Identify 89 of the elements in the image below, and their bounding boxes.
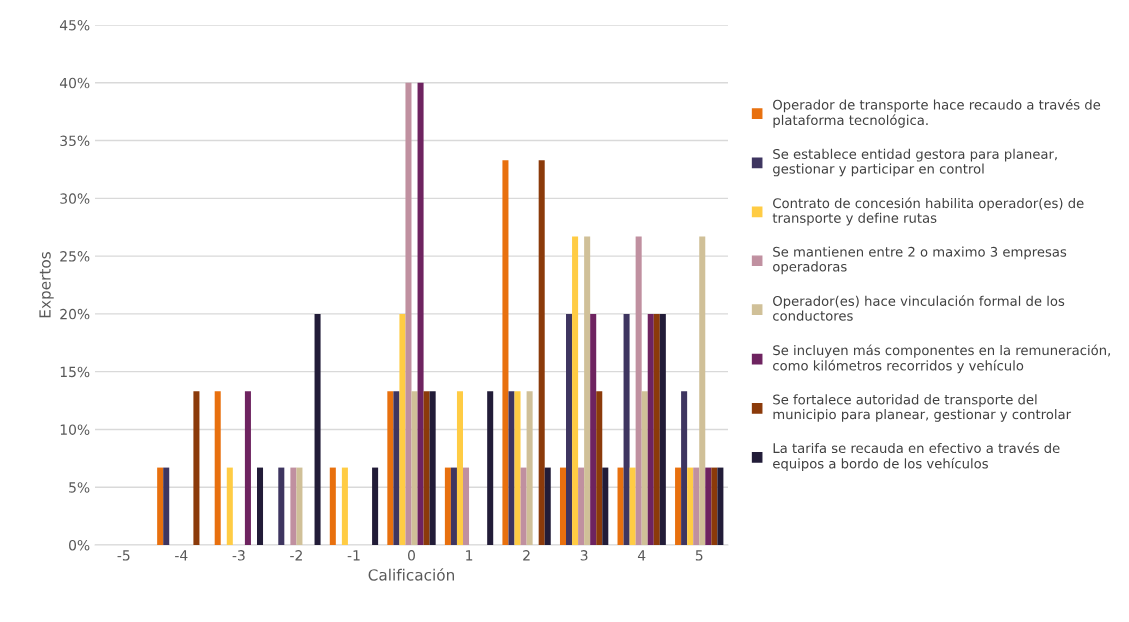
- x-tick-label: -5: [117, 550, 130, 561]
- y-tick-label: 30%: [60, 193, 90, 204]
- y-axis-title: Expertos: [39, 252, 54, 318]
- bar: [538, 160, 545, 545]
- bar: [572, 236, 579, 545]
- bar: [578, 467, 585, 545]
- bar: [411, 391, 418, 545]
- bar: [341, 467, 348, 545]
- bar: [329, 467, 336, 545]
- bar: [711, 467, 718, 545]
- bar: [296, 467, 303, 545]
- x-tick-label: 4: [637, 550, 646, 561]
- x-tick-label: 5: [695, 550, 703, 561]
- bar: [393, 391, 400, 545]
- y-tick-label: 15%: [60, 366, 90, 378]
- bar: [256, 467, 264, 545]
- bar: [244, 391, 251, 545]
- legend-label: Operador de transporte hace recaudo a través de plataforma tecnológica.: [773, 98, 1101, 128]
- bar: [641, 391, 648, 545]
- legend-label: Se mantienen entre 2 o maximo 3 empresas operadoras: [773, 246, 1067, 275]
- bar: [635, 236, 642, 545]
- bar: [514, 391, 521, 545]
- bar: [693, 467, 700, 545]
- y-tick-label: 20%: [60, 308, 90, 320]
- x-tick-label: -3: [232, 550, 245, 561]
- y-tick-label: 0%: [69, 539, 90, 551]
- bar: [429, 391, 436, 545]
- bar: [278, 467, 285, 545]
- x-tick-label: 2: [523, 550, 530, 561]
- legend-label: Operador(es) hace vinculación formal de los conductores: [773, 295, 1065, 321]
- bar: [617, 467, 624, 545]
- bar: [463, 467, 470, 545]
- legend-label: Se fortalece autoridad de transporte del municipio para planear, gestionar y controlar: [773, 394, 1072, 422]
- bar: [314, 313, 321, 545]
- bar: [399, 313, 406, 545]
- bar: [502, 160, 509, 545]
- bar: [687, 467, 694, 545]
- bar: [163, 467, 170, 545]
- y-tick-label: 45%: [59, 19, 90, 31]
- legend-label: Contrato de concesión habilita operador(es) de transporte y define rutas: [772, 197, 1084, 226]
- bar: [647, 313, 654, 545]
- bar: [456, 391, 463, 545]
- bar: [405, 82, 412, 545]
- bar: [675, 467, 682, 545]
- bar: [444, 467, 451, 545]
- y-tick-label: 25%: [60, 251, 90, 262]
- bar: [526, 391, 533, 545]
- y-tick-label: 35%: [60, 135, 90, 147]
- bar: [584, 236, 591, 545]
- x-tick-label: -4: [175, 550, 188, 561]
- bar: [653, 313, 660, 545]
- legend-label: La tarifa se recauda en efectivo a través de equipos a bordo de los vehículos: [773, 442, 1060, 472]
- bar: [450, 467, 457, 545]
- bar: [417, 82, 424, 545]
- bar: [387, 391, 394, 545]
- x-tick-label: 3: [580, 550, 588, 561]
- bar: [520, 467, 527, 545]
- bar: [372, 467, 379, 545]
- bar: [596, 391, 603, 545]
- bar: [705, 467, 712, 545]
- bar: [590, 313, 597, 545]
- x-tick-label: 1: [466, 550, 473, 561]
- x-axis-title: Calificación: [368, 568, 454, 581]
- x-tick-label: 0: [408, 550, 415, 561]
- bar: [559, 467, 567, 545]
- y-tick-label: 10%: [60, 424, 90, 435]
- legend-label: Se establece entidad gestora para planear, gestionar y participar en control: [773, 148, 1057, 177]
- bar: [544, 467, 551, 545]
- y-tick-label: 40%: [59, 77, 90, 89]
- x-tick-label: -2: [290, 550, 302, 561]
- bar: [423, 391, 430, 545]
- bar: [566, 313, 573, 545]
- y-tick-label: 5%: [69, 482, 90, 493]
- bar: [508, 391, 515, 545]
- legend-label: Se incluyen más componentes en la remuneración, como kilómetros recorridos y vehículo: [773, 344, 1110, 374]
- bar: [487, 391, 494, 545]
- bar: [623, 313, 630, 545]
- bar: [193, 391, 200, 545]
- bar: [602, 467, 609, 545]
- bar: [681, 391, 688, 545]
- bar: [629, 467, 636, 545]
- bar: [699, 236, 706, 545]
- bar: [226, 467, 233, 545]
- x-tick-label: -1: [347, 550, 360, 561]
- bar: [214, 391, 221, 545]
- bar: [157, 467, 164, 545]
- bar: [290, 467, 297, 545]
- bar: [659, 313, 666, 545]
- bar: [717, 467, 724, 545]
